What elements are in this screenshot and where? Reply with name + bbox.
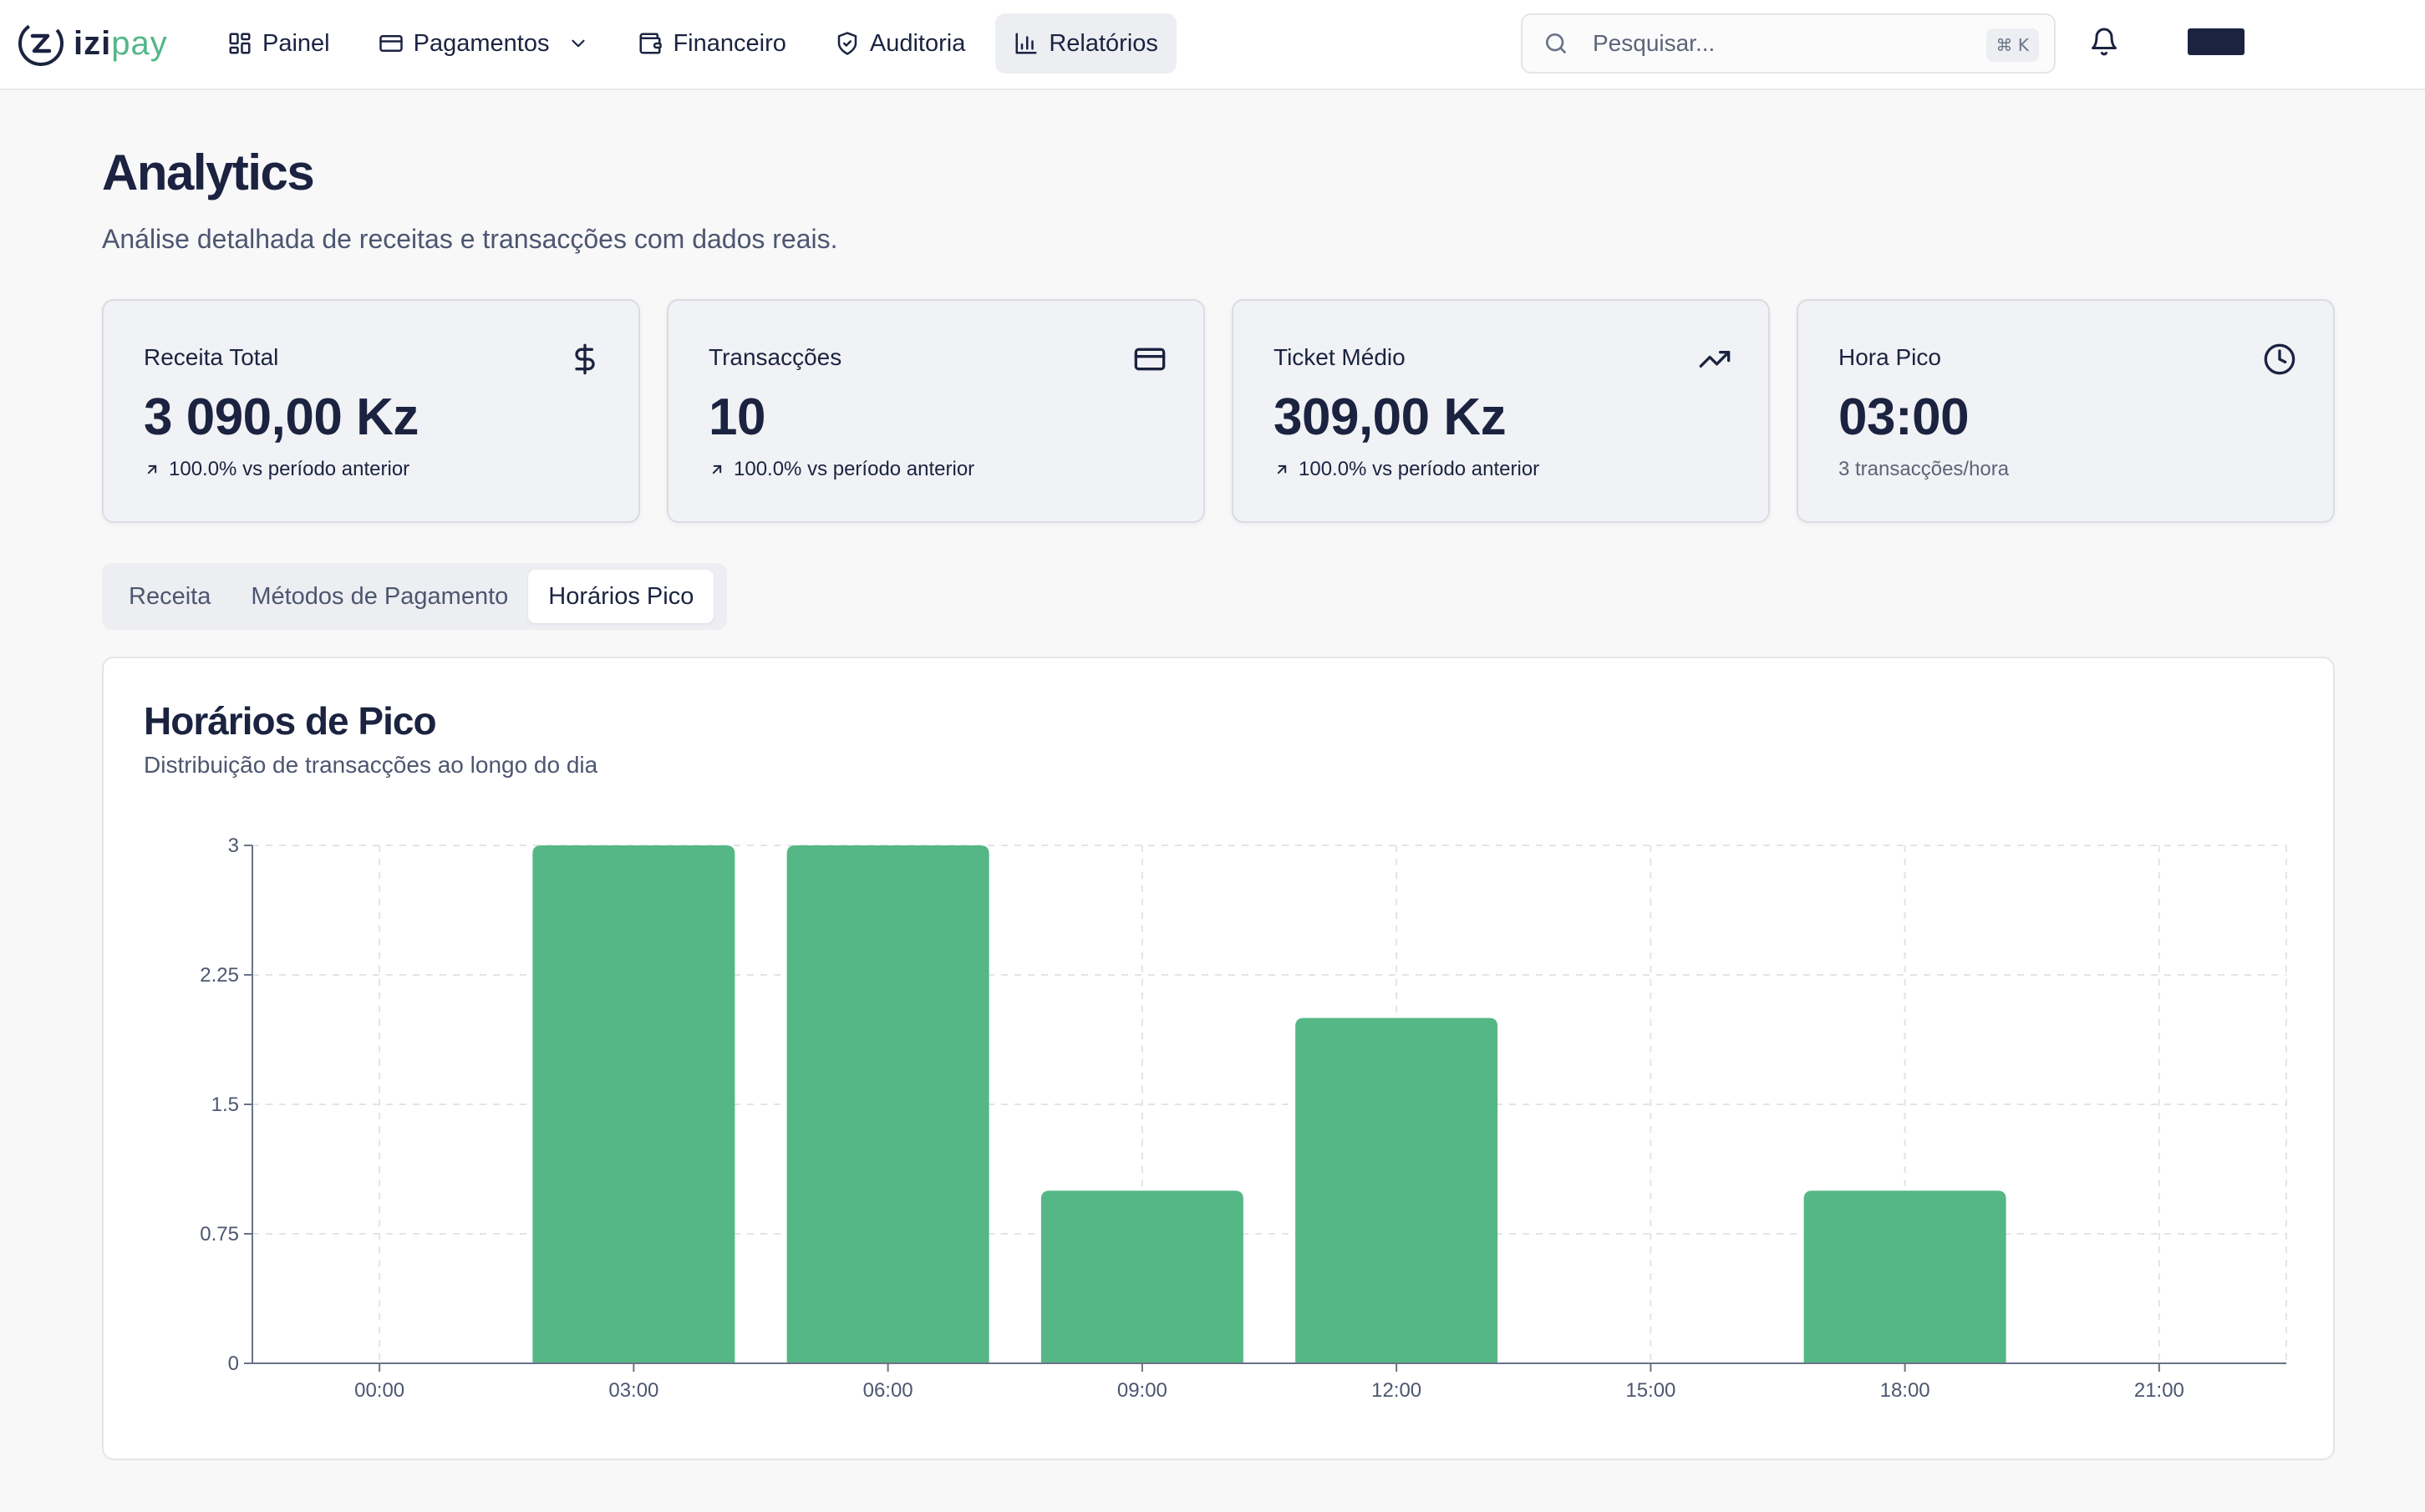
x-tick-label: 03:00 [608,1379,658,1402]
search-box[interactable]: ⌘ K [1521,13,2056,74]
clock-icon [2263,342,2296,376]
search-input[interactable] [1593,30,1944,57]
chart-bar-0300 [532,845,735,1363]
x-tick-label: 18:00 [1880,1379,1930,1402]
nav-item-relatorios[interactable]: Relatórios [995,13,1177,74]
nav-item-label: Relatórios [1049,29,1158,57]
nav-item-label: Pagamentos [413,29,550,57]
y-tick-label: 3 [228,835,239,857]
nav-item-label: Painel [262,29,330,57]
credit-card-icon [1133,342,1167,376]
wallet-icon [379,35,403,52]
tab-horarios-pico[interactable]: Horários Pico [528,570,714,623]
stat-label: Transacções [709,344,842,370]
search-shortcut-badge: ⌘ K [1985,28,2039,62]
stat-value: 10 [709,388,765,446]
stat-card-average-ticket: Ticket Médio 309,00 Kz 100.0% vs período… [1232,299,1770,523]
finance-wallet-icon [639,33,663,54]
arrow-up-right-icon [712,464,722,474]
nav-item-pagamentos[interactable]: Pagamentos [360,13,608,74]
stat-value: 309,00 Kz [1274,388,1507,446]
y-tick-label: 0.75 [200,1223,239,1246]
chart-bar-0600 [786,845,989,1363]
stat-card-revenue: Receita Total 3 090,00 Kz 100.0% vs perí… [102,299,640,523]
logo-mark-icon [18,21,64,66]
y-tick-label: 2.25 [200,964,239,987]
top-navigation-bar: izipay Painel Pagamentos Financeiro Audi… [0,0,2425,90]
report-tabs: Receita Métodos de Pagamento Horários Pi… [102,563,727,630]
nav-item-painel[interactable]: Painel [209,13,348,74]
search-icon [1546,33,1567,54]
bar-chart-icon [1015,33,1037,54]
arrow-up-right-icon [1277,464,1287,474]
y-tick-label: 0 [228,1352,239,1375]
nav-item-label: Financeiro [673,29,786,57]
page-subtitle: Análise detalhada de receitas e transacç… [102,224,838,254]
nav-item-auditoria[interactable]: Auditoria [816,13,984,74]
stat-label: Receita Total [144,344,279,370]
y-tick-label: 1.5 [211,1093,239,1116]
stat-value: 03:00 [1838,388,1970,446]
x-tick-label: 15:00 [1625,1379,1675,1402]
dollar-icon [568,342,602,376]
stat-label: Hora Pico [1838,344,1941,370]
page-title: Analytics [102,145,315,200]
x-tick-label: 12:00 [1371,1379,1421,1402]
tab-metodos-pagamento[interactable]: Métodos de Pagamento [251,582,509,610]
bell-icon [2092,28,2117,56]
stat-footnote: 100.0% vs período anterior [709,458,974,481]
peak-hours-bar-chart: 0 0.75 1.5 2.25 3 00:00 03:00 06:00 09:00 12:00 15… [200,835,2287,1402]
brand-logo[interactable]: izipay [17,18,168,68]
logo-wordmark: izipay [74,24,168,62]
x-tick-label: 09:00 [1117,1379,1167,1402]
stat-footnote: 3 transacções/hora [1838,458,2010,480]
nav-item-label: Auditoria [869,29,966,57]
stat-card-peak-hour: Hora Pico 03:00 3 transacções/hora [1797,299,2335,523]
x-tick-label: 00:00 [354,1379,404,1402]
user-avatar[interactable] [2188,28,2245,55]
tab-receita[interactable]: Receita [129,582,211,610]
stat-change-text: 100.0% vs período anterior [1299,458,1540,480]
x-tick-label: 06:00 [863,1379,913,1402]
chart-bar-1200 [1295,1017,1498,1363]
shield-check-icon [837,32,857,55]
stat-label: Ticket Médio [1274,344,1406,370]
panel-subtitle: Distribuição de transacções ao longo do … [144,752,598,778]
stat-change-text: 100.0% vs período anterior [169,458,410,480]
chart-bar-0900 [1040,1190,1243,1363]
chevron-down-icon [572,39,586,48]
stat-footnote: 100.0% vs período anterior [1274,458,1539,481]
x-tick-label: 21:00 [2134,1379,2184,1402]
panel-title: Horários de Pico [144,699,437,743]
stat-change-text: 100.0% vs período anterior [734,458,975,480]
chart-bar-1800 [1803,1190,2006,1363]
notifications-button[interactable] [2089,27,2123,60]
stat-card-transactions: Transacções 10 100.0% vs período anterio… [667,299,1205,523]
stat-footnote: 100.0% vs período anterior [144,458,409,481]
stat-value: 3 090,00 Kz [144,388,419,446]
dashboard-grid-icon [229,33,251,54]
arrow-up-right-icon [147,464,157,474]
main-nav: Painel Pagamentos Financeiro Auditoria R… [209,13,1177,74]
peak-hours-panel: Horários de Pico Distribuição de transac… [102,657,2335,1460]
trending-up-icon [1698,342,1731,376]
nav-item-financeiro[interactable]: Financeiro [619,13,804,74]
